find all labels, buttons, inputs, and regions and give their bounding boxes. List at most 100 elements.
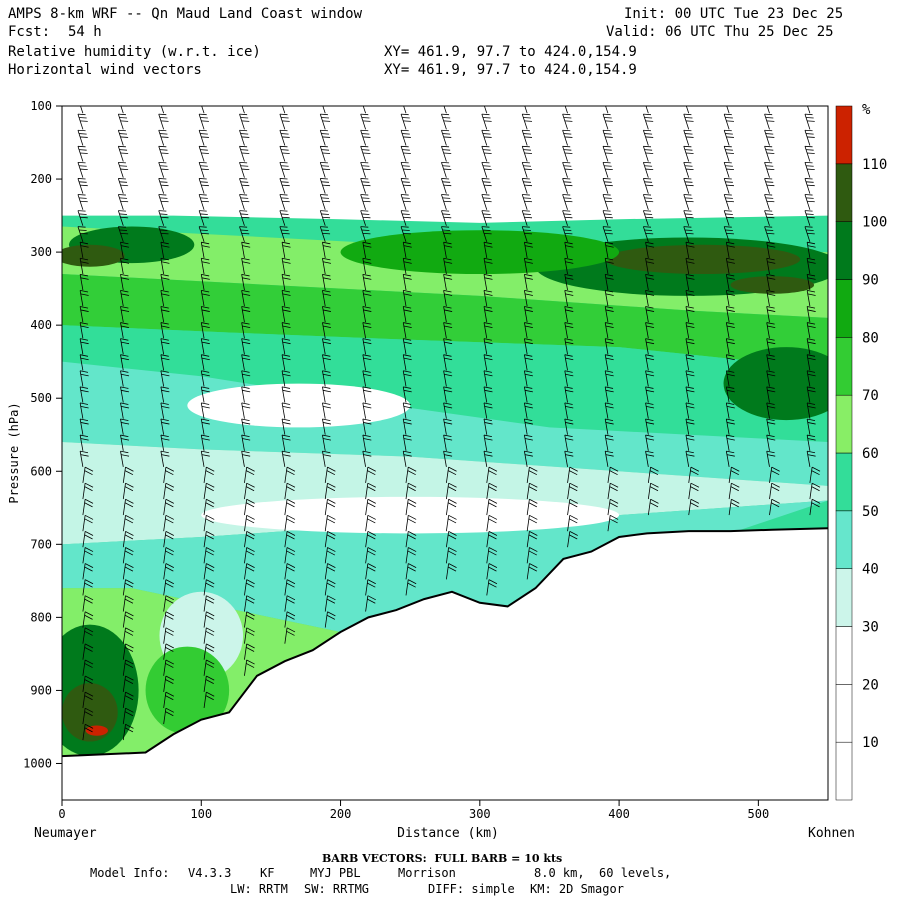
wind-barb (120, 418, 130, 435)
wind-barb (405, 498, 417, 516)
wind-barb (322, 418, 332, 435)
wind-barb (200, 257, 210, 275)
wind-barb (203, 691, 215, 709)
wind-barb (362, 257, 372, 275)
wind-barb (160, 106, 165, 114)
terrain-line (62, 527, 828, 758)
wind-barb (764, 194, 775, 210)
wind-barb (402, 354, 412, 371)
wind-barb (564, 450, 574, 467)
wind-barb (521, 113, 533, 130)
wind-barb (77, 145, 88, 162)
wind-barb (77, 210, 88, 226)
colorbar-segment (835, 626, 853, 685)
colorbar-segment (835, 568, 853, 627)
wind-barb (402, 241, 412, 259)
wind-barb (241, 106, 245, 114)
wind-barb (120, 306, 130, 323)
wind-barb (483, 450, 493, 467)
wind-barb (79, 306, 89, 323)
wind-barb (643, 194, 654, 210)
wind-barb (643, 145, 654, 162)
wind-barb (79, 290, 89, 307)
wind-barb (523, 450, 533, 467)
wind-barb (160, 434, 170, 451)
wind-barb (402, 290, 412, 307)
wind-barb (281, 322, 291, 339)
wind-barb (769, 498, 780, 516)
wind-barb (241, 290, 251, 307)
wind-barb (806, 306, 816, 323)
wind-barb (82, 595, 94, 612)
wind-barb (728, 466, 740, 484)
wind-barb (79, 434, 89, 451)
wind-barb (324, 611, 336, 628)
wind-barb (443, 273, 453, 291)
wind-barb (244, 514, 255, 532)
wind-barb (203, 595, 215, 612)
wind-barb (241, 354, 251, 371)
wind-barb (322, 322, 332, 339)
wind-barb (643, 178, 654, 194)
wind-barb (723, 178, 734, 194)
wind-barb (362, 450, 372, 467)
x-tick-label: 300 (469, 807, 491, 821)
wind-barb (77, 161, 88, 178)
wind-barb (200, 434, 210, 451)
wind-barb (284, 547, 296, 564)
wind-barb (160, 273, 170, 291)
wind-barb (122, 691, 134, 709)
colorbar-label: 110 (862, 157, 887, 173)
wind-barb (567, 482, 578, 500)
shortwave-scheme: SW: RRTMG (304, 882, 370, 896)
wind-barb (239, 113, 250, 130)
wind-barb (200, 386, 210, 403)
wind-barb (200, 290, 210, 307)
wind-barb (725, 434, 735, 451)
wind-barb (241, 257, 251, 275)
wind-barb (685, 386, 695, 403)
colorbar-label: 10 (862, 735, 879, 751)
wind-barb (400, 210, 411, 226)
wind-barb (723, 129, 734, 146)
wind-barb (564, 386, 574, 403)
wind-barb (163, 498, 175, 516)
wind-barb (645, 273, 655, 291)
wind-barb (281, 370, 291, 387)
wind-barb (400, 113, 411, 130)
wind-barb (443, 402, 453, 419)
wind-barb (279, 194, 290, 210)
x-axis-label: Distance (km) (397, 826, 499, 841)
wind-barb (645, 290, 655, 307)
wind-barb (766, 434, 776, 451)
wind-barb (567, 514, 578, 532)
wind-barb (683, 145, 694, 162)
wind-barb (122, 579, 134, 596)
wind-barb (281, 241, 291, 259)
wind-barb (244, 627, 255, 644)
wind-barb (360, 161, 371, 178)
colorbar-segment (835, 221, 853, 280)
wind-barb (441, 129, 452, 146)
wind-barb (241, 434, 251, 451)
wind-barb (365, 531, 376, 548)
wind-barb (203, 547, 215, 564)
colorbar-segment (835, 394, 853, 454)
wind-barb (604, 257, 614, 275)
wind-barb (79, 273, 89, 291)
wind-barb (481, 226, 492, 243)
wind-barb (203, 579, 215, 596)
colorbar-label: 40 (862, 562, 879, 578)
wind-barb (79, 418, 89, 435)
wind-barb (244, 579, 255, 596)
wind-barb (244, 595, 255, 612)
wind-barb (647, 498, 659, 516)
wind-barb (244, 498, 255, 516)
wind-barb (362, 418, 372, 435)
wind-barb (122, 595, 134, 612)
wind-barb (643, 129, 654, 146)
wind-barb (685, 322, 695, 339)
wind-barb (564, 290, 574, 307)
wind-barb (764, 161, 775, 178)
wind-barb (602, 161, 613, 178)
